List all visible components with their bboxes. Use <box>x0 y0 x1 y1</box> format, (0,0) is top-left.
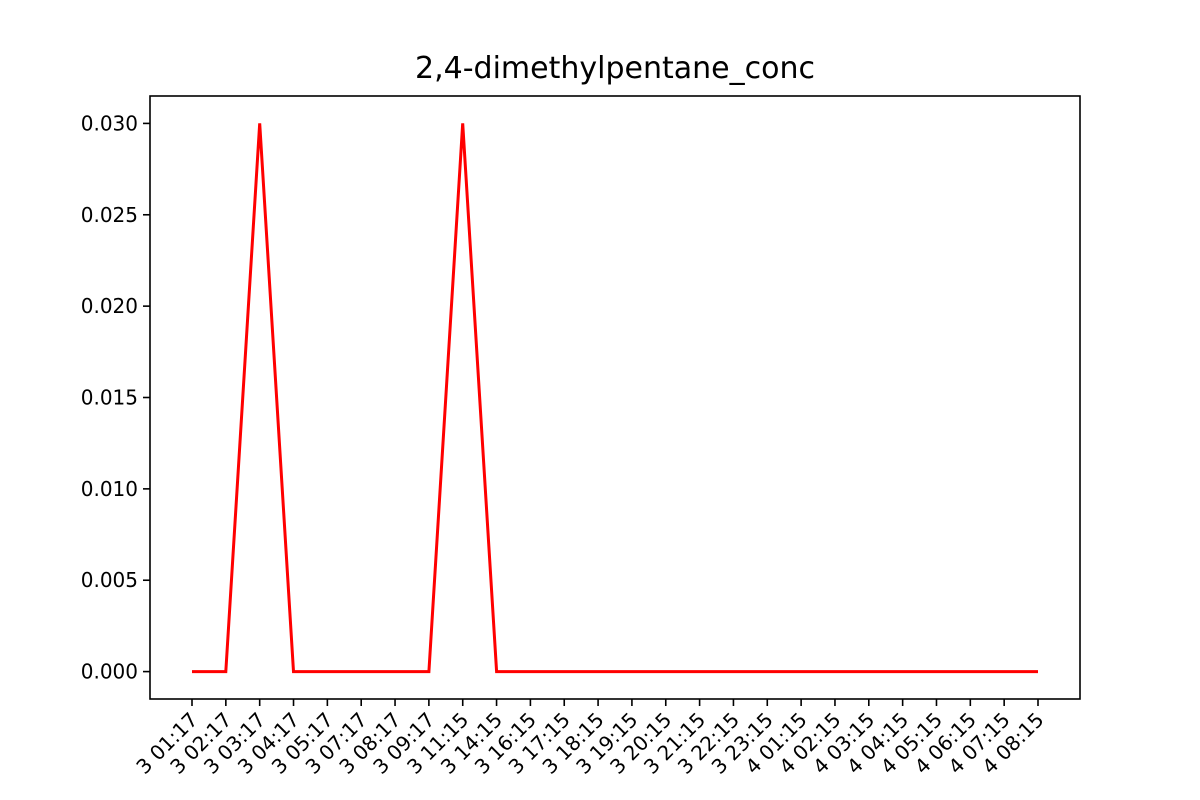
series-layer <box>192 123 1038 674</box>
y-tick-label: 0.005 <box>81 568 138 592</box>
chart-title: 2,4-dimethylpentane_conc <box>415 51 815 86</box>
y-tick-label: 0.030 <box>81 111 138 135</box>
y-tick-label: 0.025 <box>81 203 138 227</box>
y-tick-label: 0.015 <box>81 386 138 410</box>
y-tick-label: 0.000 <box>81 660 138 684</box>
plot-frame <box>149 95 1081 700</box>
y-axis: 0.000 0.005 0.010 0.015 0.020 0.025 0.030 <box>81 111 150 684</box>
y-tick-label: 0.010 <box>81 477 138 501</box>
y-tick-label: 0.020 <box>81 294 138 318</box>
x-axis: 3 01:173 02:173 03:173 04:173 05:173 07:… <box>131 699 1049 779</box>
series-line <box>192 123 1038 674</box>
